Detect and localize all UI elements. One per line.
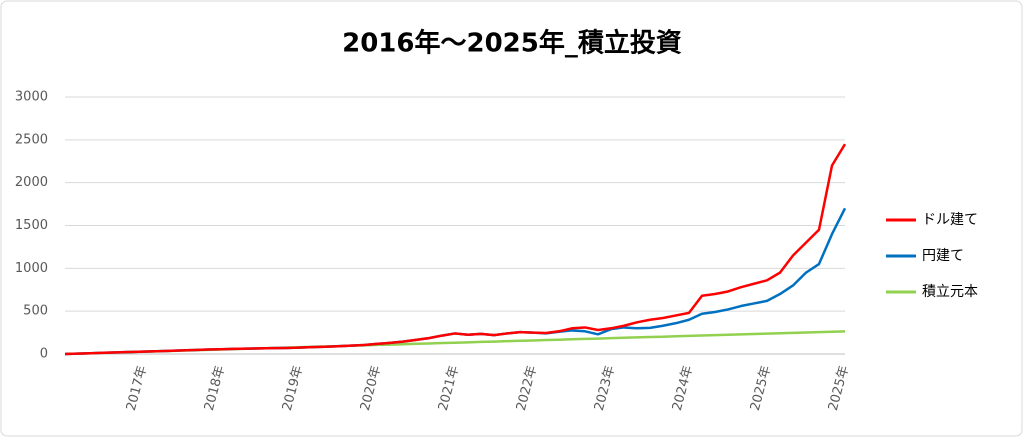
y-tick-label: 2500 [15,132,48,147]
chart-title: 2016年～2025年_積立投資 [342,28,682,59]
y-tick-label: 0 [40,347,48,362]
y-tick-label: 1000 [15,261,48,276]
legend-label: ドル建て [922,212,978,228]
legend-label: 積立元本 [922,284,978,300]
legend-label: 円建て [922,248,964,264]
y-tick-label: 1500 [15,218,48,233]
series-line [64,143,847,356]
y-tick-label: 3000 [15,90,48,105]
y-tick-label: 500 [23,304,48,319]
y-tick-label: 2000 [15,175,48,190]
